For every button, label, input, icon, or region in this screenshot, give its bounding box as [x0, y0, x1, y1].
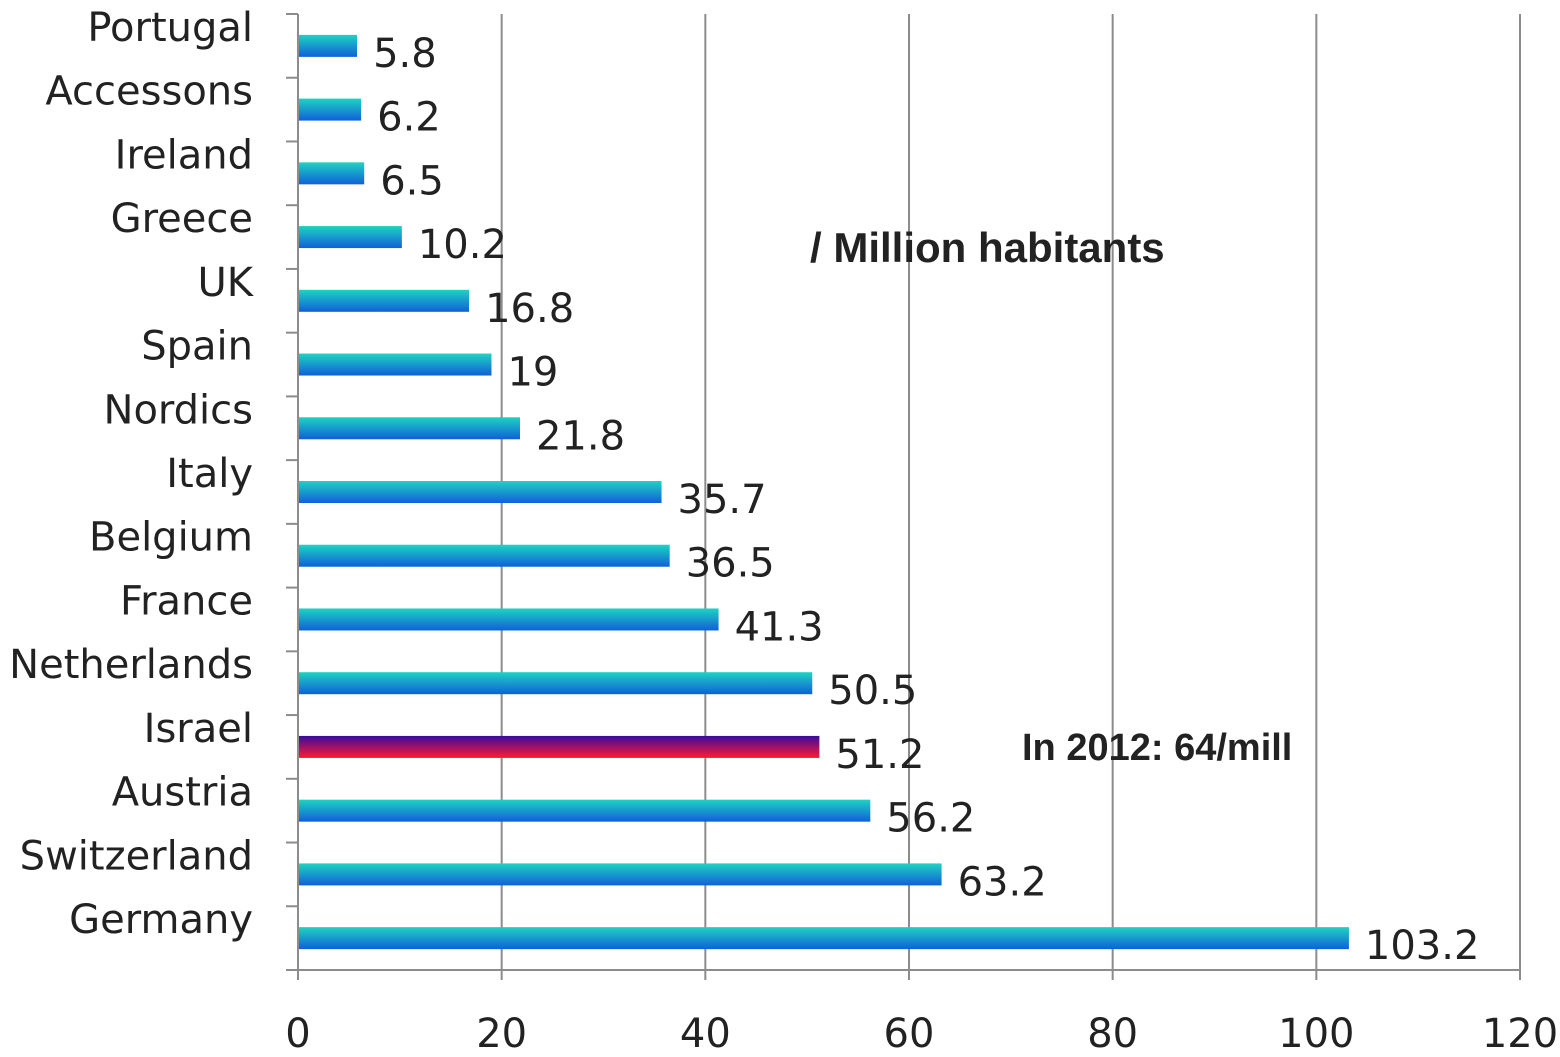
data-label: 10.2	[418, 222, 507, 268]
category-label: Nordics	[104, 387, 253, 433]
x-tick-label: 0	[285, 1011, 310, 1053]
israel-2012-annotation: In 2012: 64/mill	[1022, 727, 1292, 769]
bar-accessons	[298, 98, 362, 121]
data-label: 5.8	[373, 31, 437, 77]
category-label: Germany	[69, 897, 253, 943]
bar-switzerland	[298, 863, 942, 886]
data-label: 16.8	[485, 286, 574, 332]
category-label: Austria	[112, 770, 253, 816]
category-label: Belgium	[89, 515, 253, 561]
category-label: Ireland	[115, 132, 253, 178]
bar-austria	[298, 799, 871, 822]
bar-uk	[298, 289, 470, 312]
category-label: Switzerland	[20, 833, 253, 879]
data-label: 19	[507, 350, 558, 396]
data-label: 6.2	[377, 95, 441, 141]
bar-portugal	[298, 34, 358, 57]
bar-italy	[298, 481, 662, 503]
data-label: 6.5	[380, 158, 444, 204]
x-tick-label: 40	[680, 1011, 731, 1053]
x-tick-label: 120	[1482, 1011, 1558, 1053]
units-annotation: / Million habitants	[810, 224, 1165, 271]
category-label: Greece	[111, 196, 253, 242]
bar-france	[298, 608, 719, 631]
bar-germany	[298, 927, 1349, 950]
bar-israel	[298, 735, 820, 758]
bar-ireland	[298, 162, 365, 185]
data-label: 41.3	[735, 604, 824, 650]
data-label: 36.5	[686, 541, 775, 587]
bar-belgium	[298, 544, 670, 567]
data-label: 63.2	[958, 859, 1047, 905]
bar-greece	[298, 226, 402, 249]
category-label: Portugal	[87, 5, 253, 51]
category-label: Israel	[144, 706, 253, 752]
x-tick-label: 60	[884, 1011, 935, 1053]
category-label: Accessons	[45, 69, 253, 115]
data-label: 51.2	[835, 732, 924, 778]
category-label: Italy	[166, 451, 253, 497]
x-tick-label: 100	[1278, 1011, 1354, 1053]
category-label: Spain	[141, 324, 253, 370]
bar-spain	[298, 353, 492, 376]
category-label: France	[120, 578, 253, 624]
data-label: 35.7	[678, 477, 767, 523]
bar-nordics	[298, 417, 520, 440]
category-label: Netherlands	[9, 642, 253, 688]
x-tick-label: 80	[1087, 1011, 1138, 1053]
data-label: 50.5	[828, 668, 917, 714]
bar-netherlands	[298, 672, 813, 695]
data-label: 21.8	[536, 413, 625, 459]
category-label: UK	[197, 260, 254, 306]
data-label: 56.2	[886, 796, 975, 842]
x-tick-label: 20	[476, 1011, 527, 1053]
data-label: 103.2	[1365, 923, 1480, 969]
